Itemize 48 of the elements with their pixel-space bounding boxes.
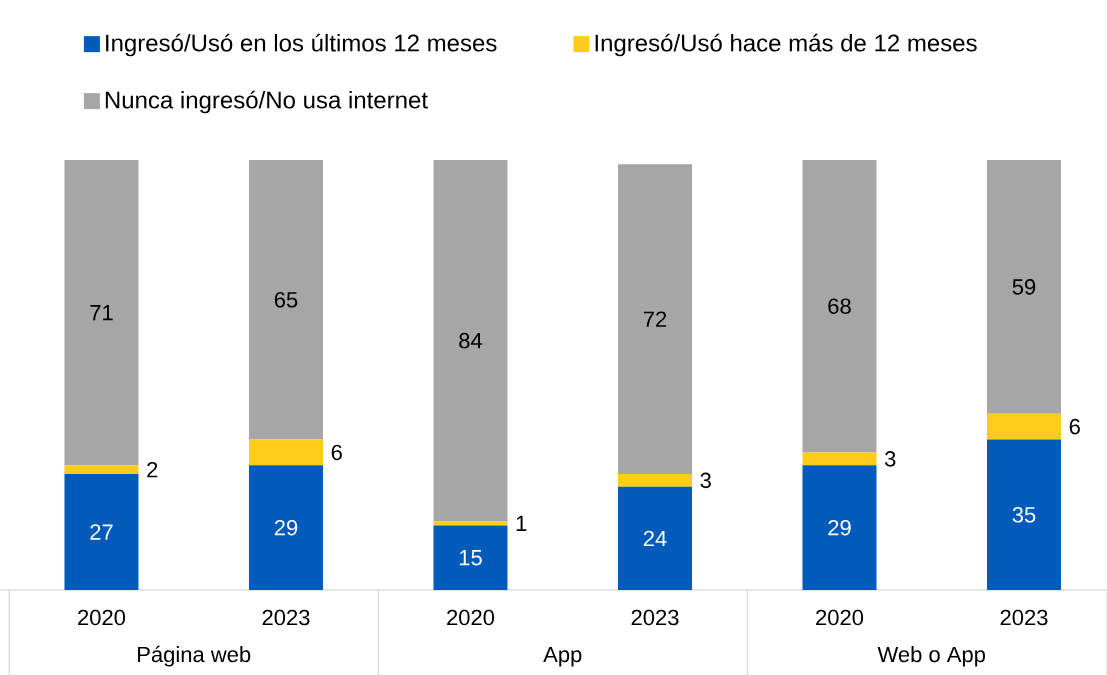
data-label: 3 — [884, 451, 896, 467]
bar — [64, 465, 139, 474]
bar — [802, 160, 877, 453]
data-label: 1 — [516, 515, 527, 531]
data-label: 35 — [1012, 507, 1036, 523]
x-tick-label: 2020 — [447, 609, 495, 626]
bar — [433, 525, 508, 591]
legend-label: Ingresó/Usó hace más de 12 meses — [595, 33, 977, 57]
bar — [64, 473, 139, 591]
bar — [986, 439, 1061, 591]
data-label: 84 — [459, 332, 483, 349]
bar — [433, 160, 508, 522]
bar — [802, 452, 877, 466]
data-label: 15 — [459, 550, 482, 566]
bar — [802, 465, 877, 591]
data-label: 2 — [147, 461, 158, 478]
bar — [986, 160, 1061, 414]
x-tick-label: 2023 — [262, 609, 310, 626]
data-label: 59 — [1012, 279, 1036, 295]
bar — [617, 473, 692, 487]
data-label: 72 — [643, 311, 667, 327]
data-label: 3 — [700, 472, 711, 489]
text: App — [543, 646, 582, 667]
bar — [617, 486, 692, 591]
x-tick-label: 2023 — [631, 609, 679, 626]
data-label: 27 — [90, 524, 113, 540]
data-label: 65 — [274, 291, 298, 308]
bar — [248, 439, 323, 466]
text: Web o App — [877, 646, 985, 667]
bar — [64, 160, 139, 466]
legend-label: Ingresó/Usó en los últimos 12 meses — [106, 33, 497, 57]
legend-label: Nunca ingresó/No usa internet — [105, 90, 428, 114]
x-tick-label: 2023 — [1000, 609, 1048, 626]
data-label: 6 — [331, 444, 342, 461]
bar — [433, 521, 508, 526]
bar — [986, 413, 1061, 440]
data-label: 71 — [90, 305, 113, 321]
data-label: 29 — [274, 519, 298, 536]
bar — [248, 465, 323, 591]
bar — [248, 160, 323, 440]
x-tick-label: 2020 — [78, 609, 126, 626]
x-tick-label: 2020 — [816, 609, 864, 626]
data-label: 6 — [1069, 418, 1080, 435]
text: Página web — [138, 645, 251, 667]
bar — [617, 164, 692, 474]
data-label: 29 — [828, 519, 851, 536]
data-label: 24 — [643, 530, 667, 547]
data-label: 68 — [828, 298, 851, 314]
